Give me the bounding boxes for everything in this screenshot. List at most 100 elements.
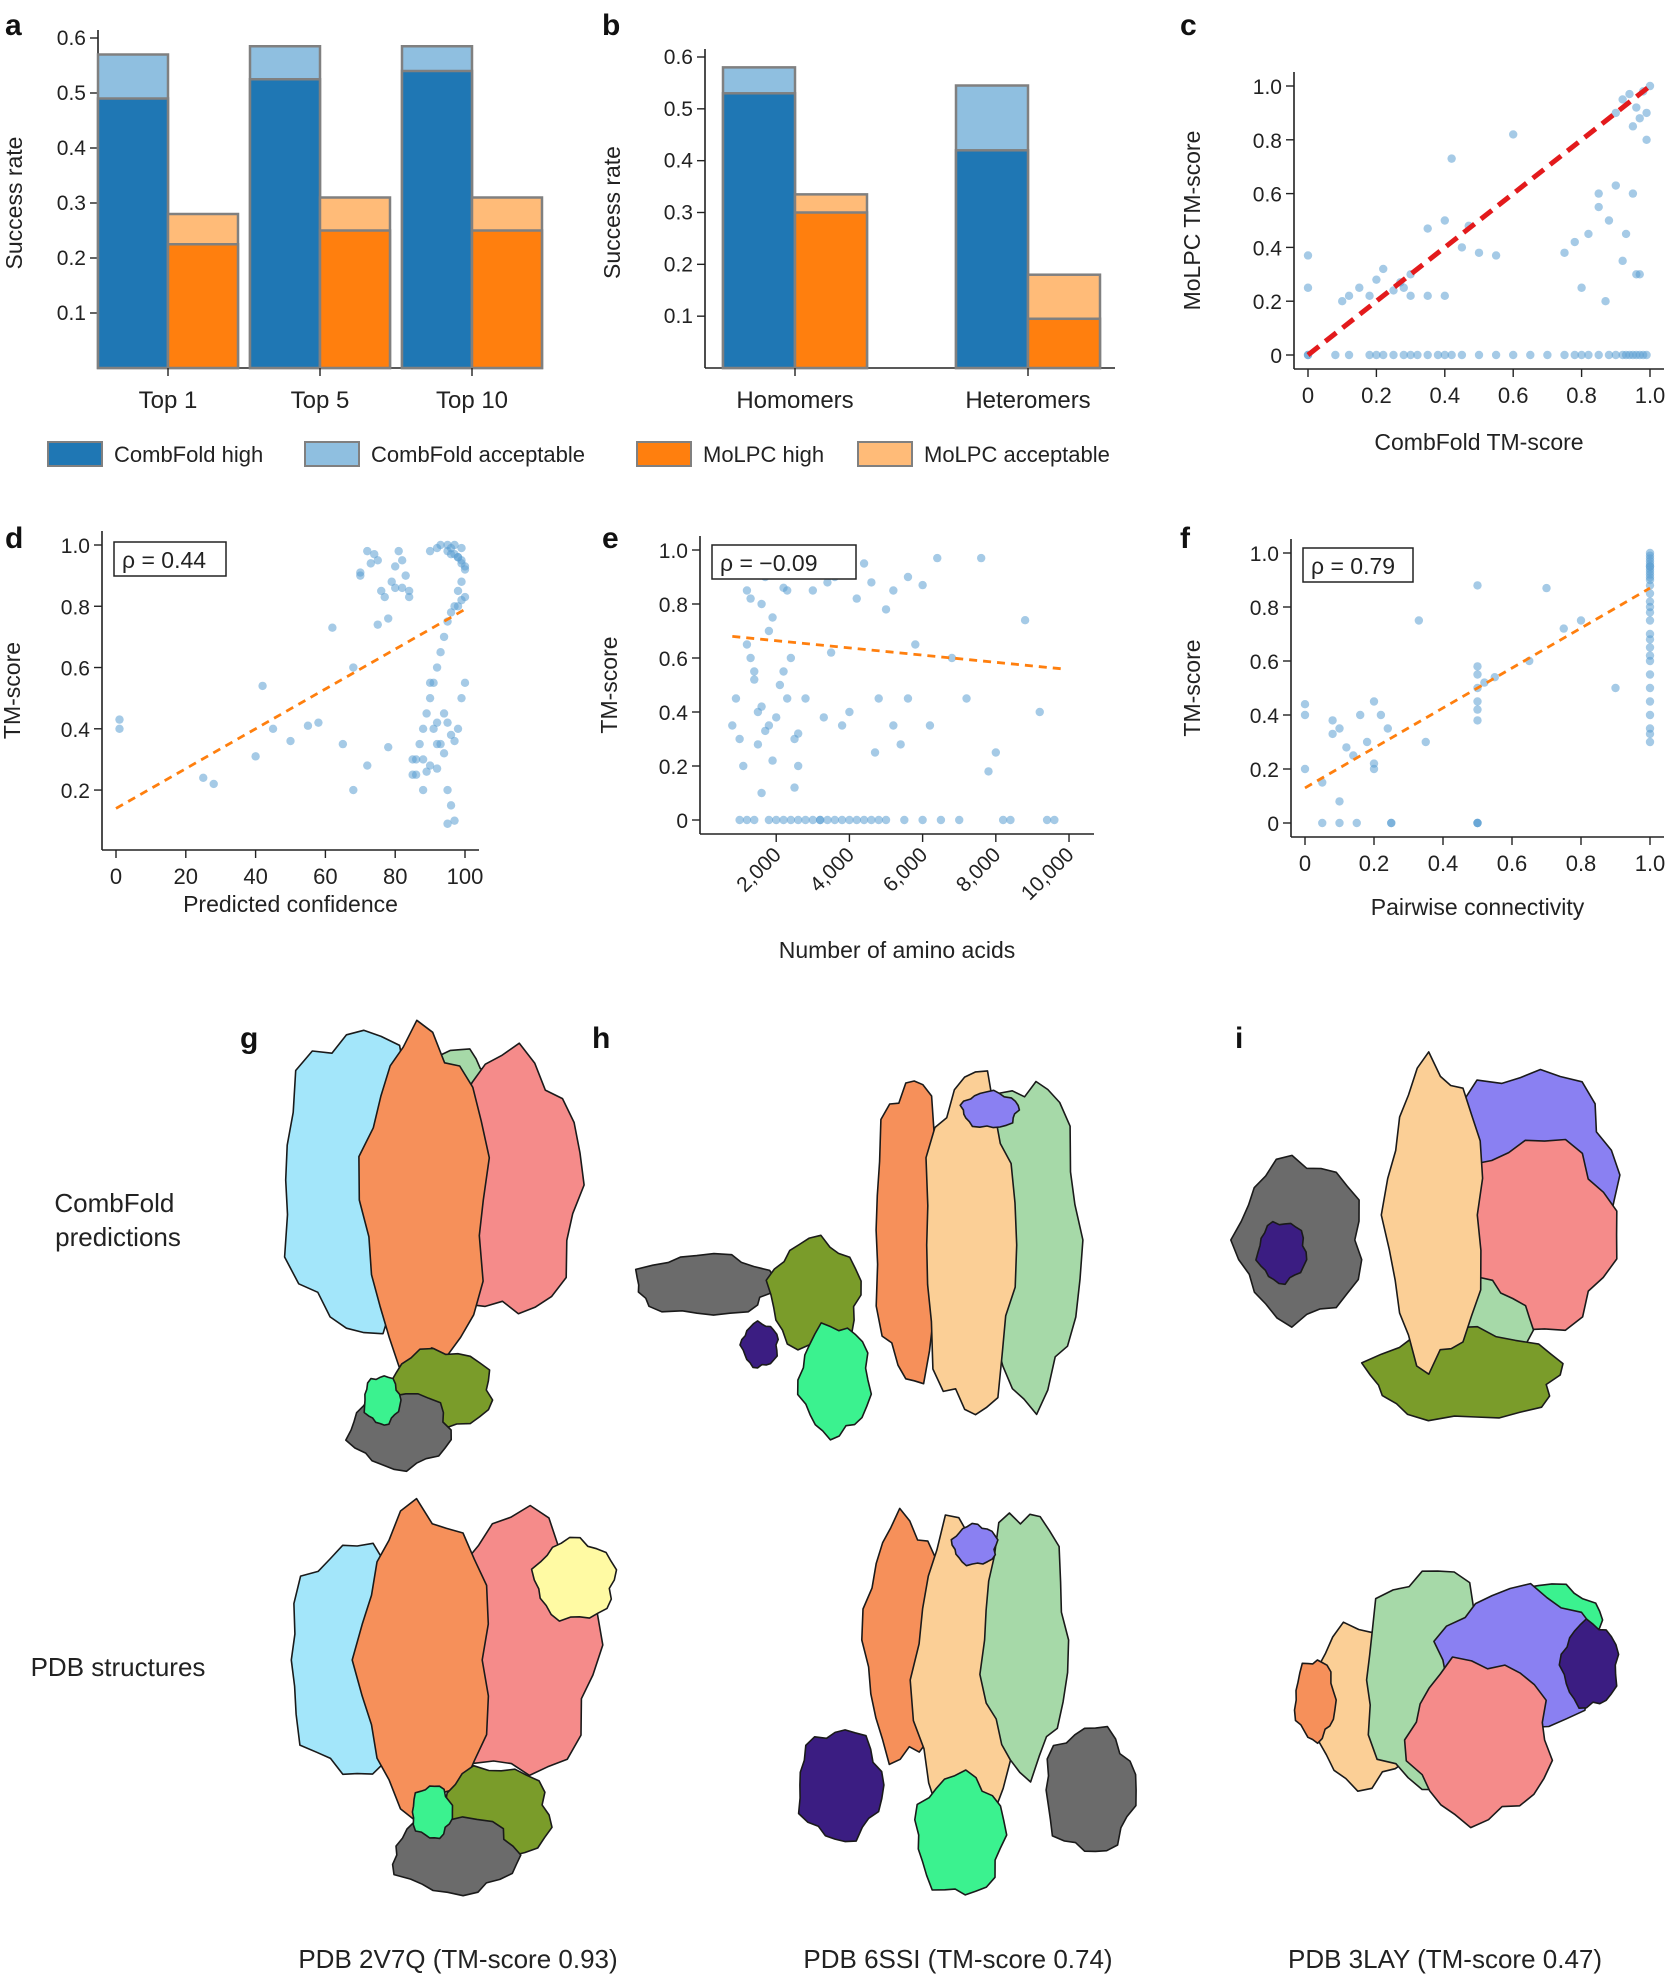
scatter-point bbox=[768, 613, 777, 622]
x-tick-label: 80 bbox=[383, 864, 407, 889]
bar-molpc-high bbox=[1026, 317, 1102, 370]
x-tick-label: 10,000 bbox=[1017, 843, 1079, 905]
scatter-point bbox=[859, 815, 869, 825]
y-tick-label: 0 bbox=[676, 810, 688, 833]
scatter-point bbox=[793, 761, 803, 771]
scatter-point bbox=[436, 648, 445, 657]
scatter-point bbox=[1584, 350, 1593, 360]
scatter-point bbox=[783, 694, 792, 703]
scatter-point bbox=[1509, 130, 1518, 139]
bar-combfold-high bbox=[954, 149, 1030, 370]
scatter-point bbox=[772, 815, 781, 825]
scatter-point bbox=[1379, 264, 1388, 274]
scatter-point bbox=[453, 553, 463, 562]
scatter-point bbox=[728, 721, 737, 730]
scatter-point bbox=[837, 721, 847, 730]
scatter-point bbox=[735, 734, 744, 744]
bar-molpc-high bbox=[793, 211, 869, 370]
scatter-point bbox=[1601, 297, 1610, 306]
scatter-point bbox=[363, 761, 372, 770]
x-tick-label: 0.6 bbox=[1497, 851, 1528, 876]
scatter-point bbox=[823, 578, 832, 587]
scatter-point bbox=[450, 736, 459, 746]
y-tick-label: 0.3 bbox=[664, 202, 693, 225]
fit-line bbox=[115, 608, 466, 810]
scatter-point bbox=[453, 586, 463, 596]
row-label-pdb: PDB structures bbox=[31, 1652, 206, 1682]
scatter-point bbox=[870, 748, 880, 757]
scatter-point bbox=[1331, 350, 1340, 360]
scatter-point bbox=[115, 715, 124, 724]
scatter-point bbox=[1645, 635, 1655, 644]
chain-blob-purple bbox=[959, 1089, 1021, 1129]
scatter-point bbox=[453, 602, 463, 611]
scatter-point bbox=[1473, 818, 1482, 828]
scatter-point bbox=[1372, 350, 1381, 360]
y-axis-label: Success rate bbox=[1, 137, 27, 270]
scatter-point bbox=[1543, 350, 1552, 360]
scatter-point bbox=[387, 577, 396, 586]
scatter-point bbox=[349, 663, 358, 672]
scatter-point bbox=[384, 742, 393, 752]
chart-f: 0 0.2 0.4 0.6 0.8 1.0 0 0.2 0.4 0.6 0.8 1.0 TM-score… bbox=[1179, 539, 1665, 920]
scatter-point bbox=[1433, 350, 1443, 360]
y-tick-label: 0.2 bbox=[1253, 291, 1282, 314]
scatter-point bbox=[786, 653, 796, 663]
bar-combfold-high bbox=[721, 92, 797, 370]
chart-e: 0 0.2 0.4 0.6 0.8 1.0 2,000 4,000 6,000 8,000 10,0… bbox=[596, 536, 1094, 963]
y-tick-label: 1.0 bbox=[1250, 543, 1279, 566]
y-tick-label: 0.6 bbox=[664, 46, 693, 69]
y-tick-label: 0.8 bbox=[61, 596, 90, 619]
scatter-point bbox=[764, 626, 774, 636]
scatter-point bbox=[349, 785, 358, 795]
y-tick-label: 0.4 bbox=[61, 719, 91, 742]
chain-blob-orange bbox=[358, 1019, 491, 1373]
scatter-point bbox=[757, 788, 766, 798]
scatter-point bbox=[750, 815, 759, 825]
scatter-point bbox=[446, 801, 456, 810]
fit-line bbox=[732, 635, 1062, 671]
scatter-point bbox=[338, 739, 348, 749]
scatter-point bbox=[1628, 189, 1638, 198]
scatter-point bbox=[1335, 797, 1344, 806]
scatter-point bbox=[1642, 135, 1651, 144]
scatter-point bbox=[425, 693, 435, 703]
scatter-point bbox=[1645, 683, 1655, 693]
scatter-point bbox=[1621, 229, 1631, 239]
chart-d: 0.2 0.4 0.6 0.8 1.0 0 20 40 60 80 100 TM-score Predi… bbox=[0, 531, 483, 917]
scatter-point bbox=[1050, 815, 1059, 825]
legend-swatch-cf-high bbox=[47, 441, 103, 467]
legend: CombFold high CombFold acceptable MoLPC … bbox=[47, 441, 1110, 467]
scatter-point bbox=[1604, 216, 1614, 225]
scatter-point bbox=[1560, 248, 1569, 257]
x-tick-label: Heteromers bbox=[965, 387, 1090, 414]
y-tick-label: 0.6 bbox=[1250, 651, 1279, 674]
scatter-point bbox=[391, 562, 400, 571]
y-tick-label: 1.0 bbox=[61, 535, 90, 558]
scatter-point bbox=[955, 815, 964, 825]
scatter-point bbox=[1577, 350, 1586, 360]
bar-combfold-high bbox=[96, 97, 170, 370]
scatter-point bbox=[1447, 154, 1456, 163]
scatter-point bbox=[401, 571, 410, 580]
y-tick-label: 0.3 bbox=[57, 192, 86, 215]
scatter-point bbox=[1570, 350, 1579, 360]
scatter-point bbox=[889, 586, 898, 595]
scatter-point bbox=[757, 702, 766, 711]
scatter-point bbox=[1355, 283, 1364, 292]
scatter-point bbox=[422, 709, 431, 718]
scatter-point bbox=[852, 594, 861, 603]
panel-letter-g: g bbox=[240, 1022, 258, 1055]
scatter-point bbox=[815, 815, 825, 825]
scatter-point bbox=[199, 773, 208, 782]
scatter-point bbox=[1594, 350, 1603, 360]
scatter-point bbox=[1645, 573, 1655, 582]
scatter-point bbox=[1303, 283, 1313, 292]
scatter-point bbox=[1576, 616, 1586, 625]
scatter-point bbox=[425, 761, 435, 770]
scatter-point bbox=[303, 721, 313, 730]
scatter-point bbox=[790, 783, 799, 792]
legend-label-cf-acc: CombFold acceptable bbox=[371, 442, 585, 467]
scatter-point bbox=[436, 540, 445, 550]
scatter-point bbox=[457, 543, 466, 553]
